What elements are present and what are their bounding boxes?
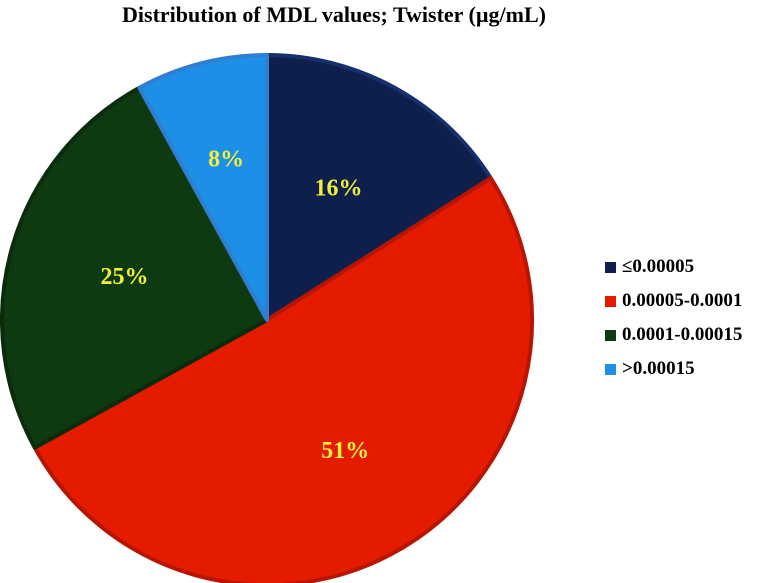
pie-slice [265,53,493,322]
pie-slice [0,85,269,450]
data-label: 8% [208,146,244,172]
pie-data-labels: 16% 51% 25% 8% [101,146,370,463]
data-label: 51% [321,438,369,464]
legend-label: >0.00015 [622,358,695,379]
legend-label: ≤0.00005 [622,256,695,277]
legend-swatch [605,295,616,307]
pie-slice [32,176,535,583]
legend-item: >0.00015 [605,352,773,386]
legend-swatch [605,261,616,273]
data-label: 25% [101,264,149,290]
legend-swatch [605,329,616,341]
pie-slices [0,53,535,583]
legend-swatch [605,363,616,375]
legend: ≤0.00005 0.00005-0.0001 0.0001-0.00015 >0.0… [605,250,773,386]
legend-label: 0.0001-0.00015 [622,324,743,345]
pie-slice [137,53,269,322]
chart-title: Distribution of MDL values; Twister (µg/… [122,2,546,27]
legend-item: 0.0001-0.00015 [605,318,773,352]
legend-item: ≤0.00005 [605,250,773,284]
legend-label: 0.00005-0.0001 [622,290,743,311]
legend-item: 0.00005-0.0001 [605,284,773,318]
data-label: 16% [315,176,363,202]
